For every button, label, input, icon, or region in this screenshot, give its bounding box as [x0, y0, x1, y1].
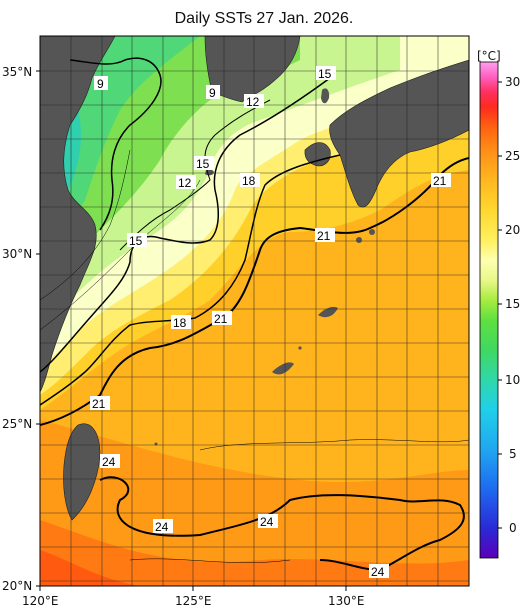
contour-label: 21 — [90, 396, 110, 411]
contour-label: 24 — [100, 454, 120, 469]
colorbar-unit: [°C] — [477, 49, 501, 63]
svg-text:21: 21 — [317, 229, 331, 243]
lat-label-35: 35°N — [2, 65, 32, 79]
contour-label: 18 — [240, 173, 260, 188]
kyushu-landmass — [304, 142, 331, 167]
lat-label-25: 25°N — [2, 417, 32, 431]
contour-label: 21 — [212, 311, 232, 326]
colorbar-tick-25: 25 — [505, 149, 520, 163]
svg-text:24: 24 — [371, 565, 385, 579]
colorbar-tick-5: 5 — [509, 447, 517, 461]
colorbar-tick-30: 30 — [505, 75, 520, 89]
contour-label: 15 — [316, 66, 336, 81]
lat-label-30: 30°N — [2, 247, 32, 261]
contour-label: 15 — [194, 156, 214, 171]
colorbar-tick-0: 0 — [509, 521, 517, 535]
svg-text:9: 9 — [97, 77, 104, 91]
lon-label-120: 120°E — [22, 594, 59, 608]
sst-field — [40, 36, 469, 586]
contour-label: 21 — [431, 173, 451, 188]
svg-text:12: 12 — [246, 95, 260, 109]
contour-label: 21 — [315, 228, 335, 243]
contour-label: 24 — [258, 514, 278, 529]
map-title: Daily SSTs 27 Jan. 2026. — [174, 10, 354, 27]
japan-landmass — [329, 59, 469, 208]
svg-text:15: 15 — [196, 157, 210, 171]
contour-label: 24 — [153, 519, 173, 534]
lon-label-130: 130°E — [328, 594, 365, 608]
contour-label: 15 — [127, 233, 147, 248]
contour-label: 24 — [369, 564, 389, 579]
taiwan-landmass — [63, 423, 101, 521]
svg-text:15: 15 — [318, 67, 332, 81]
lon-label-125: 125°E — [175, 594, 212, 608]
colorbar-tick-10: 10 — [505, 373, 520, 387]
korea-landmass — [204, 36, 301, 103]
svg-text:21: 21 — [214, 312, 228, 326]
contour-label: 12 — [176, 175, 196, 190]
svg-text:12: 12 — [178, 176, 192, 190]
contour-label: 9 — [206, 85, 220, 100]
svg-text:24: 24 — [260, 515, 274, 529]
svg-text:18: 18 — [242, 174, 256, 188]
colorbar-tick-15: 15 — [505, 297, 520, 311]
china-landmass — [40, 36, 116, 393]
svg-text:24: 24 — [155, 520, 169, 534]
svg-text:21: 21 — [433, 174, 447, 188]
svg-text:9: 9 — [209, 86, 216, 100]
svg-text:18: 18 — [173, 316, 187, 330]
svg-text:21: 21 — [92, 397, 106, 411]
contour-label: 9 — [94, 76, 108, 91]
colorbar — [479, 61, 499, 559]
contour-label: 18 — [171, 315, 191, 330]
svg-text:24: 24 — [102, 455, 116, 469]
contour-label: 12 — [244, 94, 264, 109]
colorbar-tick-20: 20 — [505, 223, 520, 237]
contour-labels: 9 9 12 15 15 12 18 15 21 21 18 21 21 24 … — [90, 66, 451, 579]
lat-label-20: 20°N — [2, 579, 32, 593]
svg-text:15: 15 — [129, 234, 143, 248]
